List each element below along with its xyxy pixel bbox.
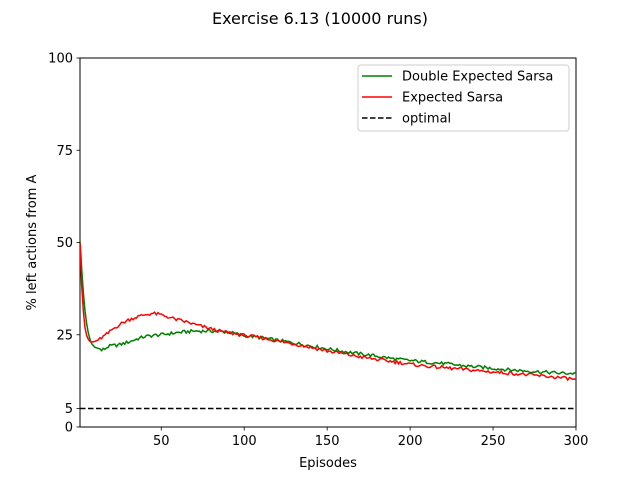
legend: Double Expected Sarsa Expected Sarsa optim… [357, 64, 570, 132]
x-axis-label: Episodes [299, 456, 357, 471]
x-tick-label-200: 200 [398, 434, 423, 449]
y-axis: 0 5 25 50 75 100 [48, 52, 80, 436]
x-tick-label-300: 300 [564, 434, 589, 449]
series-layer [80, 240, 576, 410]
y-tick-label-0: 0 [65, 421, 73, 436]
chart-title: Exercise 6.13 (10000 runs) [212, 9, 428, 28]
x-axis: 50 100 150 200 250 300 [153, 427, 588, 449]
x-tick-label-150: 150 [315, 434, 340, 449]
legend-label-double-expected-sarsa: Double Expected Sarsa [402, 70, 553, 85]
x-tick-label-100: 100 [232, 434, 257, 449]
y-tick-label-5: 5 [65, 402, 73, 417]
y-axis-label: % left actions from A [25, 174, 40, 310]
legend-box [357, 64, 570, 132]
series-line-double-expected-sarsa [80, 240, 576, 376]
series-line-expected-sarsa [80, 242, 576, 382]
y-tick-label-75: 75 [56, 144, 73, 159]
x-tick-label-50: 50 [153, 434, 170, 449]
y-tick-label-100: 100 [48, 52, 73, 67]
legend-label-optimal: optimal [402, 112, 451, 127]
legend-label-expected-sarsa: Expected Sarsa [402, 91, 503, 106]
x-tick-label-250: 250 [481, 434, 506, 449]
y-tick-label-50: 50 [56, 236, 73, 251]
y-tick-label-25: 25 [56, 328, 73, 343]
